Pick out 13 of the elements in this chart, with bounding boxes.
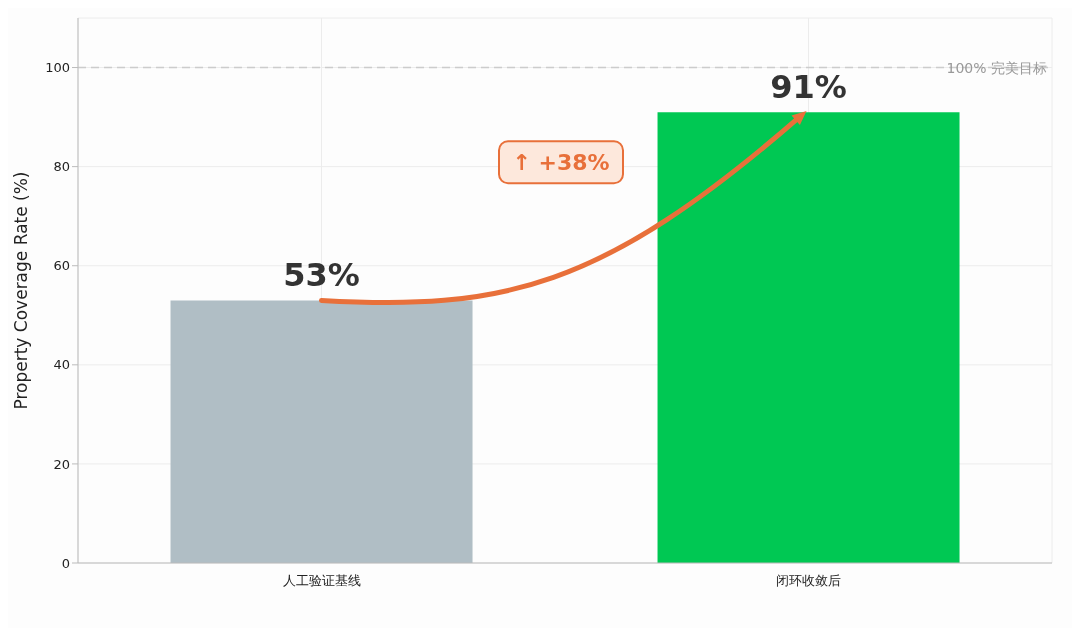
y-tick-label: 100 (45, 60, 70, 76)
annotation: ↑ +38% (512, 150, 610, 176)
y-tick-label: 0 (61, 555, 70, 571)
data-label: 91% (770, 68, 847, 107)
y-tick-label: 20 (53, 456, 70, 472)
y-tick-label: 60 (53, 258, 70, 274)
data-label: 53% (283, 256, 360, 295)
x-tick-label: 闭环收敛后 (776, 573, 841, 588)
y-tick-label: 80 (53, 159, 70, 175)
x-tick-label: 人工验证基线 (282, 573, 361, 588)
y-axis-title: Property Coverage Rate (%) (11, 171, 32, 410)
y-tick-label: 40 (53, 357, 70, 373)
ref-line-label: 100% 完美目标 (946, 59, 1047, 76)
